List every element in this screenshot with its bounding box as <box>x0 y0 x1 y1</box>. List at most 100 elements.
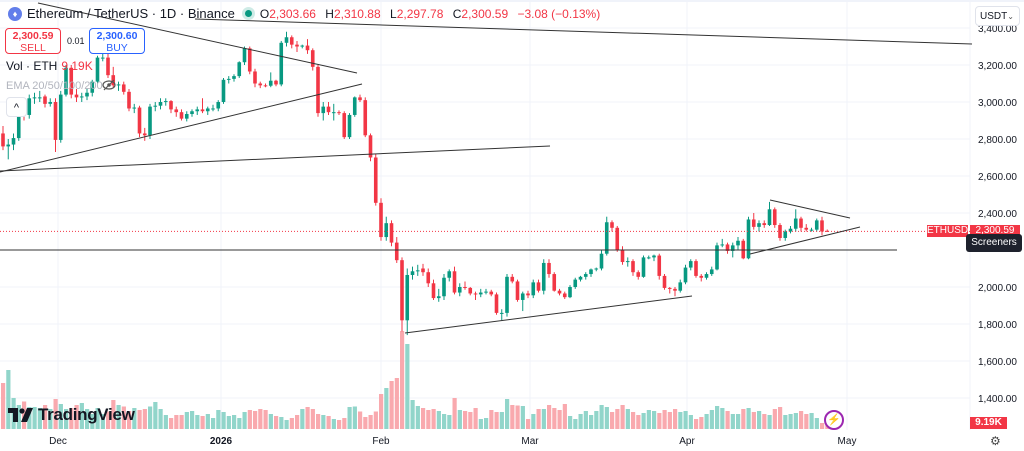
lightning-icon[interactable]: ⚡ <box>824 410 844 430</box>
volume-bar <box>578 414 583 429</box>
buy-button[interactable]: 2,300.60 BUY <box>89 28 145 54</box>
candle-body <box>804 227 809 230</box>
volume-bar <box>284 420 289 429</box>
candle-body <box>772 209 777 226</box>
candle-body <box>258 83 263 86</box>
symbol-title[interactable]: Ethereum / TetherUS · 1D · Binance <box>27 6 235 21</box>
volume-bar <box>746 408 751 429</box>
candle-body <box>74 94 79 98</box>
chart-legend-header: ♦ Ethereum / TetherUS · 1D · Binance O2,… <box>8 6 606 21</box>
candle-body <box>100 57 105 59</box>
candle-body <box>326 106 331 113</box>
volume-indicator-legend[interactable]: Vol · ETH 9.19K <box>6 59 93 73</box>
change-value: −3.08 (−0.13%) <box>517 6 601 21</box>
candle-body <box>116 84 121 86</box>
ema-indicator-legend[interactable]: EMA 20/50/100/200 <box>6 80 103 92</box>
open-value: 2,303.66 <box>269 6 316 21</box>
candle-body <box>699 275 704 278</box>
volume-bar <box>379 394 384 429</box>
volume-bar <box>326 416 331 429</box>
tradingview-logo[interactable]: TradingView <box>8 405 135 425</box>
candle-body <box>610 222 614 228</box>
symbol-price-badge: ETHUSDT <box>927 225 975 237</box>
volume-bar <box>247 410 252 429</box>
price-tick-label: 2,000.00 <box>978 283 1017 294</box>
volume-bar <box>442 414 447 429</box>
volume-bar <box>342 418 347 429</box>
volume-bar <box>730 414 735 429</box>
candle-body <box>442 277 446 297</box>
volume-bar <box>64 409 69 429</box>
candle-body <box>48 102 53 104</box>
volume-bar <box>725 411 730 429</box>
candle-body <box>520 293 525 300</box>
candle-body <box>489 291 494 295</box>
volume-bar <box>169 418 174 429</box>
time-tick-label: Dec <box>49 436 67 447</box>
volume-bar <box>221 412 226 429</box>
volume-bar <box>463 411 468 429</box>
candle-body <box>457 287 462 293</box>
candle-body <box>226 78 231 80</box>
candle-body <box>79 96 84 98</box>
volume-bar <box>127 411 132 429</box>
volume-label: Vol · ETH <box>6 59 58 73</box>
candle-body <box>725 244 730 251</box>
candle-body <box>452 271 457 293</box>
trendline <box>769 199 851 219</box>
eye-off-icon[interactable] <box>102 79 116 91</box>
volume-bar <box>43 405 48 429</box>
candle-body <box>174 109 179 113</box>
candle-body <box>310 50 315 67</box>
spread-value: 0.01 <box>67 36 85 46</box>
candle-body <box>447 271 452 278</box>
settings-gear-icon[interactable]: ⚙ <box>990 434 1001 448</box>
candle-body <box>562 293 567 298</box>
market-status-icon <box>244 10 252 17</box>
currency-select[interactable]: USDT ⌄ <box>975 6 1020 26</box>
volume-bar <box>694 419 699 429</box>
volume-bar <box>589 415 594 429</box>
candle-body <box>557 290 562 294</box>
brand-name: TradingView <box>38 405 135 424</box>
volume-bar <box>310 409 315 429</box>
collapse-legend-button[interactable]: ^ <box>6 97 27 117</box>
open-label: O <box>259 6 270 21</box>
volume-bar <box>179 415 184 429</box>
volume-bar <box>489 410 494 429</box>
volume-bar <box>368 415 373 429</box>
volume-bar <box>447 415 452 429</box>
volume-bar <box>95 408 100 429</box>
volume-bar <box>384 388 389 429</box>
candle-body <box>237 62 242 77</box>
candle-body <box>132 107 137 109</box>
candle-body <box>589 269 593 275</box>
low-value: 2,297.78 <box>396 6 444 21</box>
volume-bar <box>421 408 426 429</box>
volume-bar <box>631 412 636 429</box>
time-tick-label: May <box>838 436 857 447</box>
candle-body <box>594 268 599 270</box>
volume-bar <box>16 405 21 429</box>
candle-body <box>394 242 399 261</box>
sell-label: SELL <box>20 42 46 54</box>
volume-bar <box>673 409 678 429</box>
volume-bar <box>636 415 641 429</box>
candle-body <box>704 274 709 278</box>
price-tick-label: 1,600.00 <box>978 357 1017 368</box>
sell-button[interactable]: 2,300.59 SELL <box>5 28 61 54</box>
volume-bar <box>415 406 420 429</box>
volume-bar <box>148 406 153 429</box>
volume-bar <box>190 411 195 429</box>
candle-body <box>531 282 536 296</box>
price-tick-label: 1,800.00 <box>978 320 1017 331</box>
candle-body <box>137 107 142 134</box>
candle-body <box>216 102 221 109</box>
volume-value: 9.19K <box>61 59 93 73</box>
volume-bar <box>547 405 552 429</box>
volume-bar <box>300 409 305 429</box>
candle-body <box>536 282 541 291</box>
volume-bar <box>515 405 520 429</box>
volume-bar <box>783 415 788 429</box>
